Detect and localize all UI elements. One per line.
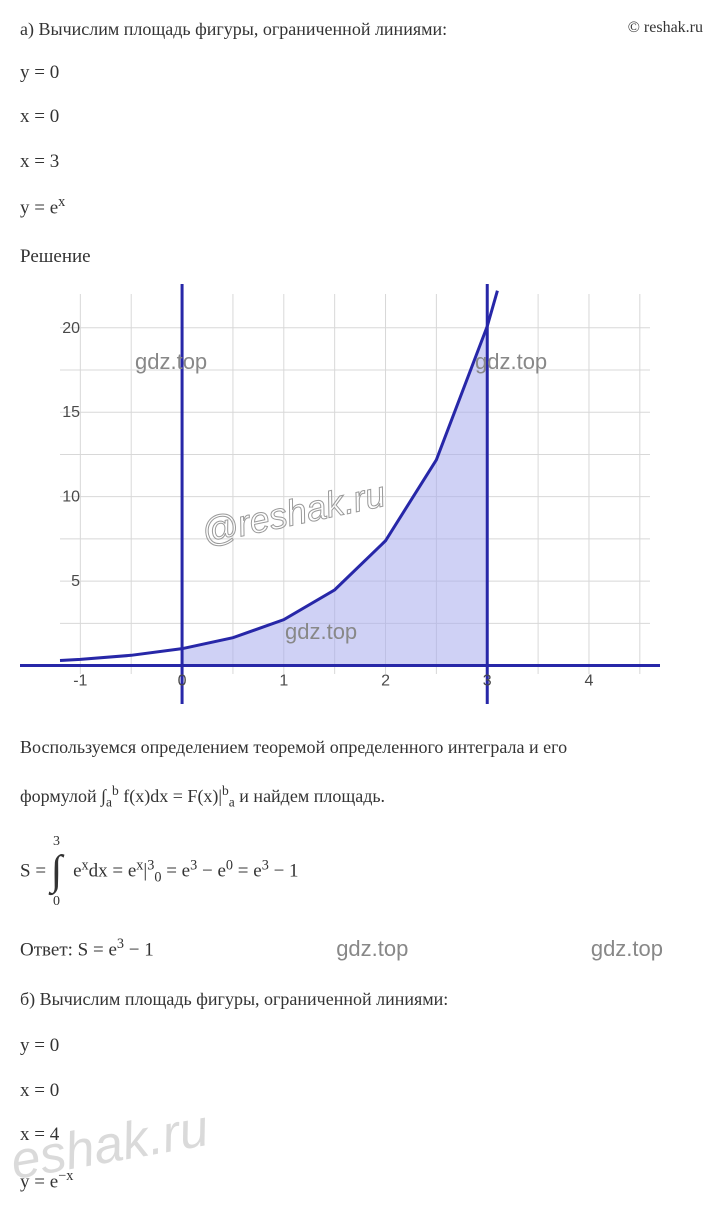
S-body-sup: x bbox=[82, 857, 89, 873]
body-text-2: формулой ∫ab f(x)dx = F(x)|ba и найдем п… bbox=[20, 780, 703, 813]
eq-b-3: x = 4 bbox=[20, 1120, 703, 1150]
eq-a-4-sup: x bbox=[58, 194, 65, 210]
S-eq: S = bbox=[20, 861, 51, 882]
eq-a-2: x = 0 bbox=[20, 102, 703, 132]
header-row: а) Вычислим площадь фигуры, ограниченной… bbox=[20, 15, 703, 44]
problem-b-text: б) Вычислим площадь фигуры, ограниченной… bbox=[20, 985, 703, 1014]
eq-b-4-sup: −x bbox=[58, 1168, 73, 1184]
watermark-gdz-4: gdz.top bbox=[336, 931, 408, 966]
svg-text:4: 4 bbox=[585, 673, 594, 690]
svg-text:0: 0 bbox=[178, 673, 187, 690]
svg-text:10: 10 bbox=[62, 489, 80, 506]
svg-text:5: 5 bbox=[71, 573, 80, 590]
S-r3s: 3 bbox=[262, 857, 269, 873]
int-fx: f(x)dx = F(x)| bbox=[119, 786, 222, 806]
answer-label: Ответ: bbox=[20, 939, 78, 960]
S-calc: S = 3 ∫ 0 exdx = ex|30 = e3 − e0 = e3 − … bbox=[20, 831, 703, 914]
eq-b-2: x = 0 bbox=[20, 1076, 703, 1106]
answer-text: Ответ: S = e3 − 1 bbox=[20, 933, 154, 966]
S-body: e bbox=[73, 861, 81, 882]
big-integral: 3 ∫ 0 bbox=[51, 831, 63, 914]
answer-val: S = e bbox=[78, 939, 117, 960]
S-dx: dx = e bbox=[89, 861, 137, 882]
svg-text:1: 1 bbox=[279, 673, 288, 690]
S-r4: − 1 bbox=[269, 861, 299, 882]
eq-b-4: y = e−x bbox=[20, 1165, 703, 1198]
eq-a-3: x = 3 bbox=[20, 147, 703, 177]
solution-label: Решение bbox=[20, 242, 703, 272]
page-wrap: а) Вычислим площадь фигуры, ограниченной… bbox=[20, 15, 703, 1197]
body-text-2a: формулой bbox=[20, 786, 101, 806]
S-r3: = e bbox=[233, 861, 262, 882]
answer-sup: 3 bbox=[117, 936, 124, 952]
eq-a-1: y = 0 bbox=[20, 58, 703, 88]
int-bar-sup: b bbox=[222, 783, 229, 798]
int-big-symbol: ∫ bbox=[51, 853, 63, 891]
chart-svg: -1 0 1 2 3 4 5 10 15 20 bbox=[20, 284, 660, 704]
chart-container: -1012345101520 gdz.top gdz.top gdz.top @… bbox=[20, 284, 703, 713]
body-text-1: Воспользуемся определением теоремой опре… bbox=[20, 733, 703, 762]
watermark-gdz-5: gdz.top bbox=[591, 931, 663, 966]
answer-tail: − 1 bbox=[124, 939, 154, 960]
S-r2: − e bbox=[197, 861, 226, 882]
eq-a-4-lhs: y = e bbox=[20, 197, 58, 218]
svg-text:3: 3 bbox=[483, 673, 492, 690]
svg-text:2: 2 bbox=[381, 673, 390, 690]
eq-b-4-lhs: y = e bbox=[20, 1171, 58, 1192]
svg-text:-1: -1 bbox=[73, 673, 87, 690]
int-lower: 0 bbox=[53, 891, 60, 913]
S-r2s: 0 bbox=[226, 857, 233, 873]
int-sup: b bbox=[112, 783, 119, 798]
svg-text:20: 20 bbox=[62, 320, 80, 337]
eq-a-4: y = ex bbox=[20, 191, 703, 224]
problem-a-text: а) Вычислим площадь фигуры, ограниченной… bbox=[20, 15, 447, 44]
body-text-2b: и найдем площадь. bbox=[235, 786, 385, 806]
eq-b-1: y = 0 bbox=[20, 1031, 703, 1061]
answer-row: Ответ: S = e3 − 1 gdz.top gdz.top bbox=[20, 931, 703, 966]
svg-text:15: 15 bbox=[62, 404, 80, 421]
copyright: © reshak.ru bbox=[628, 15, 703, 41]
S-r1: = e bbox=[161, 861, 190, 882]
